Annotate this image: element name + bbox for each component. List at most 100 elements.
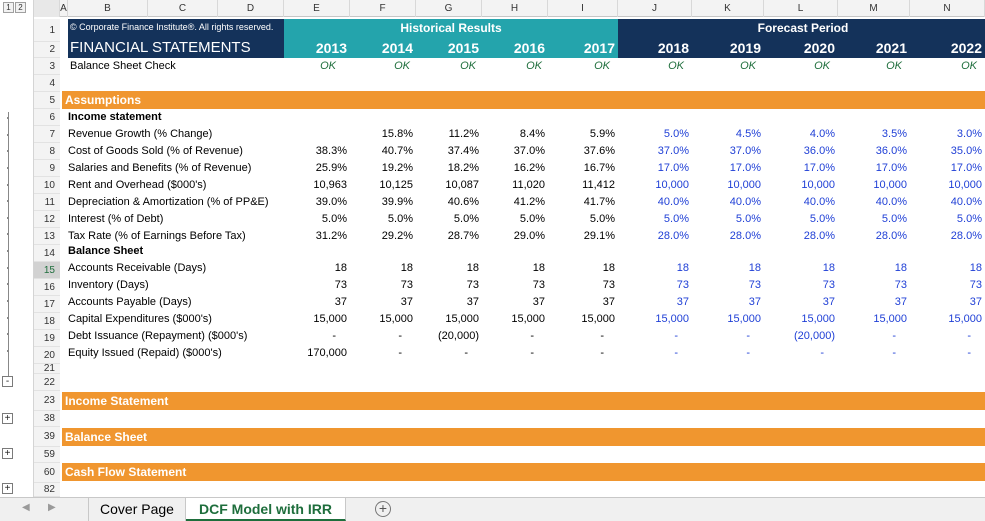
historical-value-cell[interactable]: -	[464, 347, 468, 359]
forecast-value-cell[interactable]: 3.0%	[956, 128, 982, 140]
forecast-value-cell[interactable]: 18	[822, 262, 835, 274]
forecast-value-cell[interactable]: 10,000	[948, 179, 982, 191]
historical-value-cell[interactable]: 5.0%	[589, 213, 615, 225]
forecast-value-cell[interactable]: 28.0%	[950, 230, 982, 242]
forecast-value-cell[interactable]: 40.0%	[729, 196, 761, 208]
forecast-value-cell[interactable]: 40.0%	[657, 196, 689, 208]
historical-value-cell[interactable]: 37.0%	[513, 145, 545, 157]
historical-value-cell[interactable]: 18	[466, 262, 479, 274]
row-header[interactable]: 59	[34, 447, 60, 463]
historical-value-cell[interactable]: 37	[532, 296, 545, 308]
expand-group-button[interactable]: +	[2, 448, 13, 459]
historical-value-cell[interactable]: 37.4%	[447, 145, 479, 157]
forecast-value-cell[interactable]: 5.0%	[881, 213, 907, 225]
historical-value-cell[interactable]: 73	[602, 279, 615, 291]
row-header[interactable]: 16	[34, 279, 60, 296]
forecast-value-cell[interactable]: 18	[748, 262, 761, 274]
row-header[interactable]: 38	[34, 411, 60, 427]
column-header[interactable]: A	[60, 0, 68, 17]
forecast-value-cell[interactable]: -	[967, 330, 971, 342]
forecast-value-cell[interactable]: 17.0%	[803, 162, 835, 174]
historical-value-cell[interactable]: -	[530, 347, 534, 359]
historical-value-cell[interactable]: 29.1%	[583, 230, 615, 242]
historical-value-cell[interactable]: 5.0%	[519, 213, 545, 225]
forecast-value-cell[interactable]: -	[967, 347, 971, 359]
forecast-value-cell[interactable]: 15,000	[655, 313, 689, 325]
forecast-value-cell[interactable]: 17.0%	[875, 162, 907, 174]
historical-value-cell[interactable]: 37	[334, 296, 347, 308]
forecast-value-cell[interactable]: 5.0%	[809, 213, 835, 225]
historical-value-cell[interactable]: 37	[466, 296, 479, 308]
row-header[interactable]: 8	[34, 143, 60, 160]
forecast-value-cell[interactable]: 37	[676, 296, 689, 308]
column-header[interactable]: H	[482, 0, 548, 17]
historical-value-cell[interactable]: 15,000	[511, 313, 545, 325]
row-header[interactable]: 18	[34, 313, 60, 330]
historical-value-cell[interactable]: 37	[602, 296, 615, 308]
historical-value-cell[interactable]: 15,000	[445, 313, 479, 325]
historical-value-cell[interactable]: 73	[466, 279, 479, 291]
forecast-value-cell[interactable]: 5.0%	[735, 213, 761, 225]
historical-value-cell[interactable]: 5.0%	[321, 213, 347, 225]
row-header[interactable]: 12	[34, 211, 60, 228]
historical-value-cell[interactable]: 73	[334, 279, 347, 291]
historical-value-cell[interactable]: 37.6%	[583, 145, 615, 157]
forecast-value-cell[interactable]: 10,000	[655, 179, 689, 191]
historical-value-cell[interactable]: (20,000)	[438, 330, 479, 342]
row-header[interactable]: 11	[34, 194, 60, 211]
forecast-value-cell[interactable]: 73	[822, 279, 835, 291]
forecast-value-cell[interactable]: 5.0%	[663, 128, 689, 140]
historical-value-cell[interactable]: 5.0%	[453, 213, 479, 225]
column-header[interactable]: M	[838, 0, 910, 17]
forecast-value-cell[interactable]: -	[746, 330, 750, 342]
row-header[interactable]: 14	[34, 245, 60, 262]
row-header-selected[interactable]: 15	[34, 262, 60, 279]
row-header[interactable]: 1	[34, 19, 60, 42]
forecast-value-cell[interactable]: -	[892, 347, 896, 359]
section-header-income-statement[interactable]: Income Statement	[62, 392, 985, 410]
forecast-value-cell[interactable]: 17.0%	[729, 162, 761, 174]
historical-value-cell[interactable]: 10,125	[379, 179, 413, 191]
forecast-value-cell[interactable]: 15,000	[727, 313, 761, 325]
row-header[interactable]: 39	[34, 427, 60, 447]
historical-value-cell[interactable]: -	[530, 330, 534, 342]
historical-value-cell[interactable]: 41.2%	[513, 196, 545, 208]
historical-value-cell[interactable]: 18	[602, 262, 615, 274]
row-header[interactable]: 22	[34, 374, 60, 391]
historical-value-cell[interactable]: 10,963	[313, 179, 347, 191]
historical-value-cell[interactable]: 18	[400, 262, 413, 274]
forecast-value-cell[interactable]: 37	[969, 296, 982, 308]
row-header[interactable]: 5	[34, 92, 60, 109]
column-header[interactable]: N	[910, 0, 985, 17]
forecast-value-cell[interactable]: 18	[676, 262, 689, 274]
forecast-value-cell[interactable]: 5.0%	[956, 213, 982, 225]
historical-value-cell[interactable]: 16.7%	[583, 162, 615, 174]
historical-value-cell[interactable]: 73	[400, 279, 413, 291]
forecast-value-cell[interactable]: 40.0%	[875, 196, 907, 208]
historical-value-cell[interactable]: 40.6%	[447, 196, 479, 208]
historical-value-cell[interactable]: 39.0%	[315, 196, 347, 208]
historical-value-cell[interactable]: 11,020	[512, 179, 545, 191]
forecast-value-cell[interactable]: 73	[676, 279, 689, 291]
historical-value-cell[interactable]: -	[398, 347, 402, 359]
forecast-value-cell[interactable]: 17.0%	[657, 162, 689, 174]
historical-value-cell[interactable]: 8.4%	[519, 128, 545, 140]
forecast-value-cell[interactable]: 15,000	[801, 313, 835, 325]
sheet-tab-cover-page[interactable]: Cover Page	[88, 498, 186, 521]
forecast-value-cell[interactable]: 36.0%	[803, 145, 835, 157]
forecast-value-cell[interactable]: 18	[894, 262, 907, 274]
forecast-value-cell[interactable]: 3.5%	[881, 128, 907, 140]
section-header-balance-sheet[interactable]: Balance Sheet	[62, 428, 985, 446]
column-header[interactable]: I	[548, 0, 618, 17]
historical-value-cell[interactable]: 15.8%	[381, 128, 413, 140]
historical-value-cell[interactable]: -	[332, 330, 336, 342]
forecast-value-cell[interactable]: 17.0%	[950, 162, 982, 174]
row-header[interactable]: 3	[34, 58, 60, 75]
select-all-corner[interactable]	[34, 0, 60, 17]
row-header[interactable]: 17	[34, 296, 60, 313]
expand-group-button[interactable]: +	[2, 483, 13, 494]
scroll-tabs-right-icon[interactable]: ▶	[48, 502, 56, 513]
historical-value-cell[interactable]: 11.2%	[448, 128, 479, 140]
forecast-value-cell[interactable]: -	[674, 347, 678, 359]
column-header[interactable]: G	[416, 0, 482, 17]
